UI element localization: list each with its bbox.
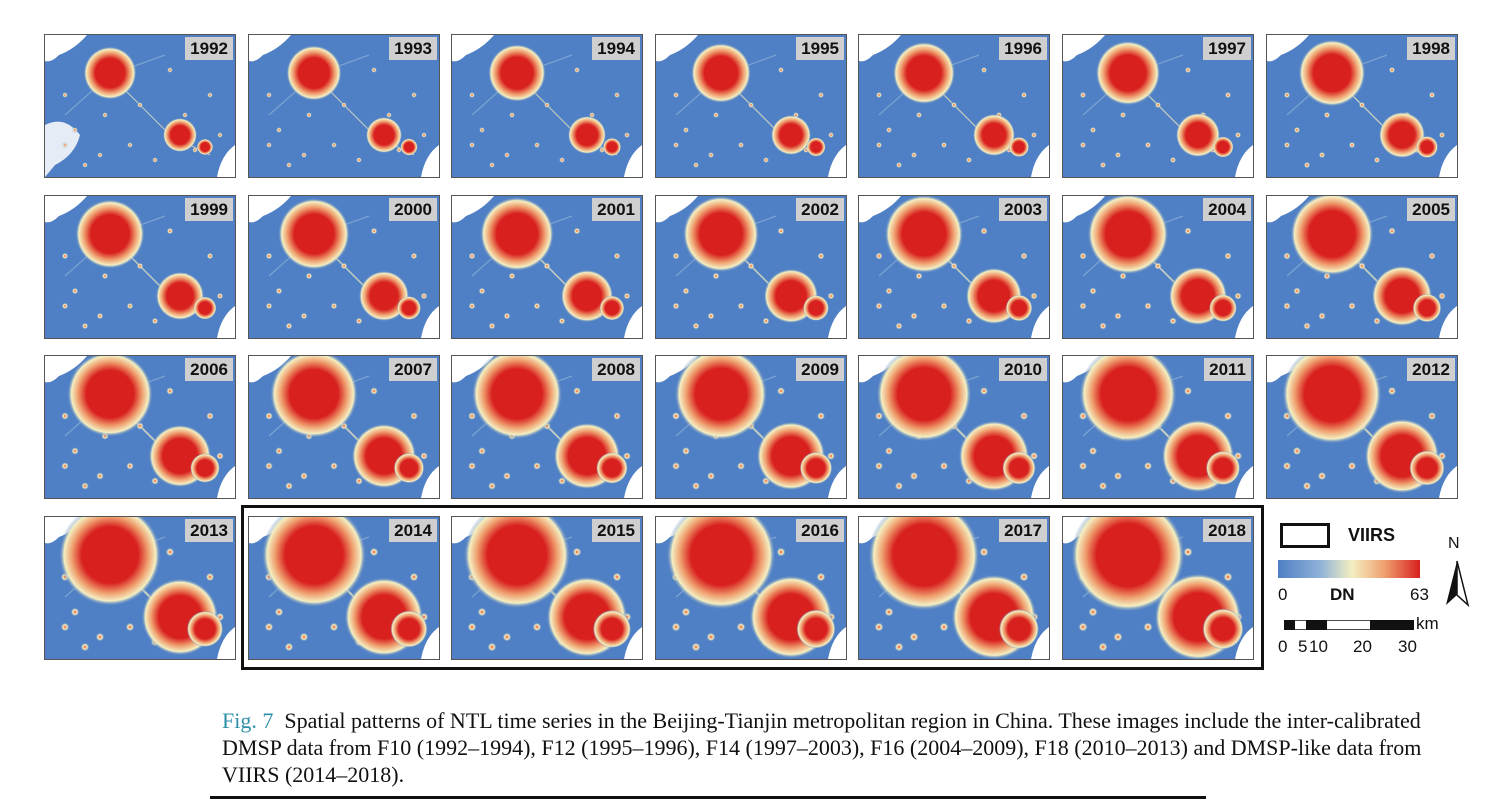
figure-panels: 1992 bbox=[44, 34, 1458, 660]
panel-year-label: 2012 bbox=[1407, 358, 1455, 381]
panel-year-label: 2005 bbox=[1407, 198, 1455, 221]
map-panel: 2018 bbox=[1062, 516, 1254, 660]
map-panel: 2005 bbox=[1266, 195, 1458, 339]
scale-tick: 30 bbox=[1398, 637, 1417, 656]
panel-year-label: 2002 bbox=[796, 198, 844, 221]
map-panel: 1997 bbox=[1062, 34, 1254, 178]
panel-year-label: 2007 bbox=[389, 358, 437, 381]
panel-year-label: 1997 bbox=[1203, 37, 1251, 60]
ntl-map bbox=[656, 35, 846, 177]
panel-year-label: 2008 bbox=[592, 358, 640, 381]
map-panel: 1996 bbox=[858, 34, 1050, 178]
viirs-highlight-box bbox=[241, 505, 1264, 670]
panel-year-label: 2013 bbox=[185, 519, 233, 542]
panel-year-label: 2010 bbox=[999, 358, 1047, 381]
panel-year-label: 2009 bbox=[796, 358, 844, 381]
map-panel: 2008 bbox=[451, 355, 643, 499]
panel-year-label: 2006 bbox=[185, 358, 233, 381]
ntl-map bbox=[452, 517, 642, 659]
bottom-rule bbox=[210, 796, 1206, 799]
panel-year-label: 2017 bbox=[999, 519, 1047, 542]
map-panel: 1999 bbox=[44, 195, 236, 339]
caption-text: Spatial patterns of NTL time series in t… bbox=[222, 708, 1422, 787]
north-label: N bbox=[1448, 535, 1460, 552]
ntl-map bbox=[249, 196, 439, 338]
ntl-map bbox=[249, 517, 439, 659]
scale-ticks: 0 5 10 20 30 bbox=[1278, 637, 1428, 659]
map-panel: 2007 bbox=[248, 355, 440, 499]
scale-tick: 0 bbox=[1278, 637, 1288, 656]
map-panel: 2012 bbox=[1266, 355, 1458, 499]
colorbar-min: 0 bbox=[1278, 585, 1288, 604]
panel-year-label: 2014 bbox=[389, 519, 437, 542]
scale-tick: 20 bbox=[1353, 637, 1372, 656]
map-panel: 2015 bbox=[451, 516, 643, 660]
legend-viirs-label: VIIRS bbox=[1348, 525, 1396, 545]
map-panel: 2002 bbox=[655, 195, 847, 339]
map-panel: 2013 bbox=[44, 516, 236, 660]
figure-caption: Fig. 7 Spatial patterns of NTL time seri… bbox=[222, 707, 1462, 788]
scale-tick: 10 bbox=[1309, 637, 1328, 656]
panel-year-label: 1995 bbox=[796, 37, 844, 60]
map-panel: 2016 bbox=[655, 516, 847, 660]
colorbar-label: DN bbox=[1330, 585, 1355, 604]
map-panel: 1992 bbox=[44, 34, 236, 178]
ntl-map bbox=[452, 356, 642, 498]
panel-year-label: 2011 bbox=[1204, 358, 1251, 381]
scale-tick: 5 bbox=[1298, 637, 1308, 656]
colorbar bbox=[1278, 560, 1420, 578]
map-panel: 2014 bbox=[248, 516, 440, 660]
map-panel: 2006 bbox=[44, 355, 236, 499]
north-arrow-icon bbox=[1446, 560, 1470, 607]
scale-bar bbox=[1284, 620, 1414, 630]
scale-unit: km bbox=[1416, 614, 1439, 633]
map-panel: 2004 bbox=[1062, 195, 1254, 339]
colorbar-max: 63 bbox=[1410, 585, 1429, 604]
panel-year-label: 1996 bbox=[999, 37, 1047, 60]
ntl-map bbox=[1063, 517, 1253, 659]
map-panel: 2010 bbox=[858, 355, 1050, 499]
panel-year-label: 2018 bbox=[1203, 519, 1251, 542]
ntl-map bbox=[45, 196, 235, 338]
ntl-map bbox=[656, 517, 846, 659]
map-panel: 2017 bbox=[858, 516, 1050, 660]
map-panel: 1998 bbox=[1266, 34, 1458, 178]
ntl-map bbox=[249, 35, 439, 177]
legend: VIIRS 0 DN 63 N km 0 5 10 20 30 bbox=[1270, 515, 1480, 665]
panel-year-label: 2001 bbox=[592, 198, 640, 221]
legend-viirs-box bbox=[1280, 523, 1330, 548]
map-panel: 1994 bbox=[451, 34, 643, 178]
map-panel: 2001 bbox=[451, 195, 643, 339]
panel-year-label: 2016 bbox=[796, 519, 844, 542]
map-panel: 1993 bbox=[248, 34, 440, 178]
panel-year-label: 1998 bbox=[1407, 37, 1455, 60]
panel-year-label: 1994 bbox=[592, 37, 640, 60]
panel-year-label: 2015 bbox=[592, 519, 640, 542]
map-panel: 2000 bbox=[248, 195, 440, 339]
panel-year-label: 2000 bbox=[389, 198, 437, 221]
panel-year-label: 2003 bbox=[999, 198, 1047, 221]
panel-year-label: 1999 bbox=[185, 198, 233, 221]
map-panel: 2009 bbox=[655, 355, 847, 499]
map-panel: 2011 bbox=[1062, 355, 1254, 499]
panel-year-label: 1992 bbox=[185, 37, 233, 60]
figure-label: Fig. 7 bbox=[222, 708, 274, 733]
panel-year-label: 2004 bbox=[1203, 198, 1251, 221]
map-panel: 1995 bbox=[655, 34, 847, 178]
panel-year-label: 1993 bbox=[389, 37, 437, 60]
map-panel: 2003 bbox=[858, 195, 1050, 339]
